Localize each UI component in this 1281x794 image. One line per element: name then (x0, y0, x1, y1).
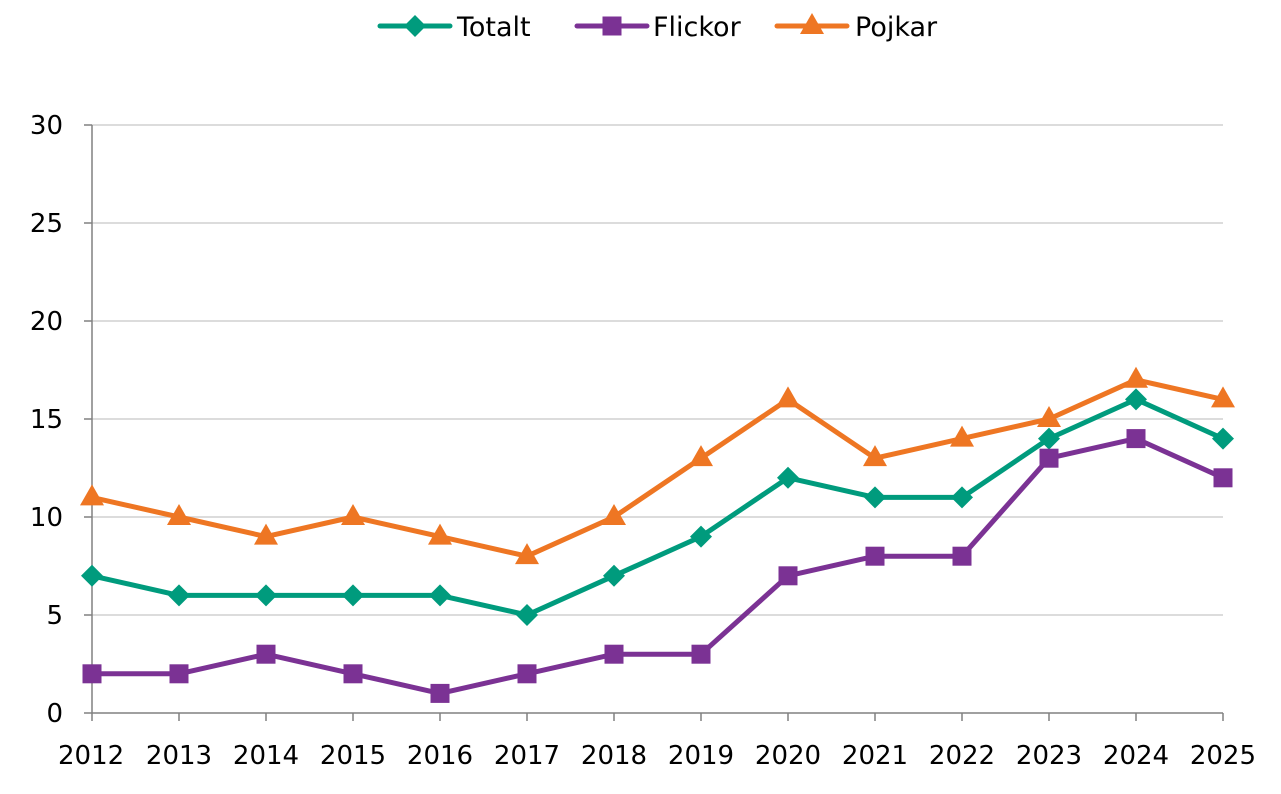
x-tick-label: 2017 (494, 741, 560, 771)
data-point-totalt (690, 525, 712, 548)
data-point-totalt (429, 584, 451, 607)
data-point-pojkar (689, 445, 713, 467)
data-point-flickor (343, 664, 363, 684)
y-axis-ticks: 0 5 10 15 20 25 30 (30, 111, 92, 729)
data-point-flickor (169, 664, 189, 684)
x-tick-label: 2015 (320, 741, 386, 771)
data-point-flickor (952, 546, 972, 566)
series-flickor (82, 429, 1233, 703)
legend-label: Flickor (653, 12, 742, 43)
legend-item-flickor: Flickor (574, 12, 742, 43)
data-point-totalt (342, 584, 364, 607)
y-tick-label: 20 (30, 307, 63, 337)
x-tick-label: 2021 (842, 741, 908, 771)
data-point-pojkar (1211, 386, 1235, 408)
data-point-pojkar (428, 523, 452, 545)
x-tick-label: 2025 (1190, 741, 1256, 771)
series-totalt (81, 388, 1234, 626)
y-tick-label: 15 (30, 405, 63, 435)
data-point-flickor (1039, 448, 1059, 468)
y-tick-label: 30 (30, 111, 63, 141)
legend-label: Totalt (456, 12, 531, 43)
data-point-pojkar (80, 484, 104, 506)
series-line-pojkar (89, 377, 1226, 559)
data-point-pojkar (515, 543, 539, 565)
data-point-totalt (516, 604, 538, 626)
data-point-totalt (255, 584, 277, 607)
data-point-totalt (1212, 427, 1234, 450)
chart-legend: Totalt Flickor Pojkar (377, 12, 938, 43)
legend-item-pojkar: Pojkar (774, 12, 938, 43)
data-point-totalt (603, 564, 625, 587)
x-tick-label: 2022 (929, 741, 995, 771)
legend-triangle-icon (800, 12, 824, 34)
data-point-pojkar (254, 523, 278, 545)
data-point-flickor (778, 566, 798, 586)
data-point-pojkar (950, 425, 974, 447)
gridlines (92, 124, 1223, 616)
data-point-totalt (864, 486, 886, 509)
data-point-flickor (1126, 429, 1146, 449)
x-tick-label: 2024 (1103, 741, 1169, 771)
y-tick-label: 5 (46, 601, 63, 631)
data-point-totalt (1125, 388, 1147, 411)
y-tick-label: 25 (30, 209, 63, 239)
series-line-flickor (89, 436, 1226, 696)
y-tick-label: 10 (30, 503, 63, 533)
legend-label: Pojkar (855, 12, 938, 43)
series-pojkar (80, 366, 1235, 565)
data-point-totalt (951, 486, 973, 509)
data-point-flickor (517, 664, 537, 684)
x-axis-ticks: 2012 2013 2014 2015 2016 2017 2018 2019 2020 2021… (58, 713, 1256, 771)
data-point-flickor (430, 683, 450, 703)
x-tick-label: 2012 (58, 741, 124, 771)
y-tick-label: 0 (46, 699, 63, 729)
legend-item-totalt: Totalt (377, 12, 531, 43)
x-tick-label: 2016 (407, 741, 473, 771)
data-point-totalt (777, 466, 799, 489)
data-point-totalt (81, 564, 103, 587)
x-tick-label: 2023 (1016, 741, 1082, 771)
data-point-pojkar (1124, 366, 1148, 388)
data-point-flickor (691, 644, 711, 664)
x-tick-label: 2019 (668, 741, 734, 771)
data-point-flickor (82, 664, 102, 684)
data-point-pojkar (863, 445, 887, 467)
legend-square-icon (602, 16, 622, 36)
legend-diamond-icon (404, 15, 426, 37)
x-tick-label: 2014 (233, 741, 299, 771)
data-point-flickor (865, 546, 885, 566)
data-point-pojkar (1037, 405, 1061, 427)
series-layer (80, 366, 1235, 703)
x-tick-label: 2013 (146, 741, 212, 771)
data-point-pojkar (341, 503, 365, 525)
data-point-flickor (1213, 468, 1233, 488)
data-point-pojkar (776, 386, 800, 408)
data-point-pojkar (167, 503, 191, 525)
data-point-pojkar (602, 503, 626, 525)
x-tick-label: 2018 (581, 741, 647, 771)
series-line-totalt (89, 396, 1226, 618)
data-point-totalt (1038, 427, 1060, 450)
x-tick-label: 2020 (755, 741, 821, 771)
data-point-flickor (256, 644, 276, 664)
data-point-totalt (168, 584, 190, 607)
data-point-flickor (604, 644, 624, 664)
